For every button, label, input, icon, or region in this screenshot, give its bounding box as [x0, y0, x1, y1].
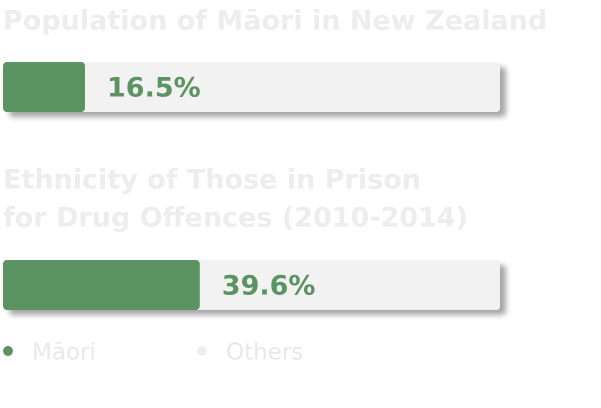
value-label: 16.5%	[107, 73, 201, 104]
legend-marker	[3, 346, 13, 356]
chart-title: Population of Māori in New Zealand	[3, 6, 547, 37]
chart-title: Ethnicity of Those in Prison	[3, 165, 421, 196]
bar	[3, 260, 200, 310]
value-label: 39.6%	[222, 271, 316, 302]
chart-title: for Drug Offences (2010-2014)	[3, 203, 468, 234]
legend-marker	[197, 346, 207, 356]
legend-label: Māori	[32, 340, 96, 366]
legend-label: Others	[226, 340, 303, 366]
bar-track	[3, 62, 500, 112]
bar	[3, 62, 86, 112]
